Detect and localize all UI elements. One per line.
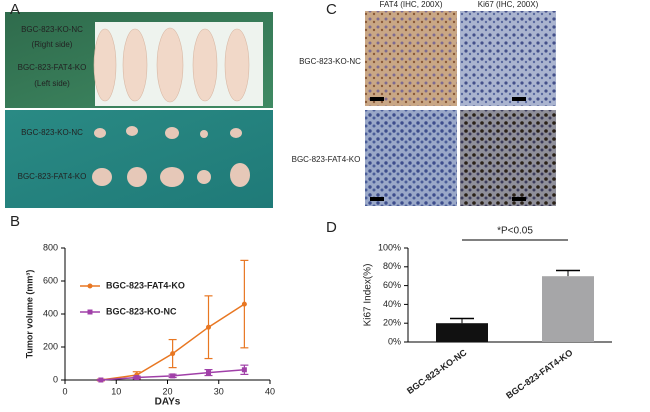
row-label: BGC-823-KO-NC [299,57,361,66]
bar-chart: 0% 20% 40% 60% 80% 100% Ki67 Index(%) BGC-823-K… [363,226,612,401]
y-tick-label: 200 [43,341,58,351]
column-header: FAT4 (IHC, 200X) [380,0,443,9]
ihc-images [365,11,556,206]
point [241,301,247,307]
x-axis-label: DAYs [155,397,181,408]
y-axis-label: Ki67 Index(%) [363,264,374,327]
y-tick-label: 80% [383,261,401,271]
column-header: Ki67 (IHC, 200X) [478,0,539,9]
y-tick-label: 100% [378,242,401,252]
point [170,373,176,379]
bar [542,276,594,342]
photo-label: BGC-823-KO-NC [21,25,83,34]
annotation: *P<0.05 [497,226,533,237]
panel-letter: A [10,1,20,18]
line-chart: 0 200 400 600 800 0 10 20 30 40 DAYs Tumor volume (… [24,242,275,407]
y-tick-label: 0% [388,336,401,346]
legend-label: BGC-823-FAT4-KO [106,280,185,290]
y-tick-label: 400 [43,308,58,318]
legend-marker [87,309,93,315]
point [206,370,211,376]
row-label: BGC-823-FAT4-KO [292,155,361,164]
y-axis-label: Tumor volume (mm³) [24,270,34,359]
point [134,375,140,381]
photo-label: BGC-823-FAT4-KO [18,63,87,72]
panel-letter: C [326,1,337,18]
x-tick-label: 30 [214,386,224,396]
y-tick-label: 60% [383,280,401,290]
point [241,367,247,373]
x-tick-label: BGC-823-FAT4-KO [504,347,574,400]
y-tick-label: 0 [53,374,58,384]
y-tick-label: 800 [43,242,58,252]
x-tick-label: 20 [162,386,172,396]
photo-labels: BGC-823-KO-NC (Right side) BGC-823-FAT4-… [18,25,87,181]
photo-label: BGC-823-FAT4-KO [18,172,87,181]
panel-letter: D [326,219,337,236]
photo-label: BGC-823-KO-NC [21,128,83,137]
x-tick-label: 40 [265,386,275,396]
photo-label: (Right side) [32,40,73,49]
y-tick-label: 20% [383,318,401,328]
point [206,324,211,330]
x-tick-label: BGC-823-KO-NC [405,347,469,396]
point [170,351,176,357]
point [98,377,104,383]
x-tick-label: 0 [62,386,67,396]
x-tick-label: 10 [111,386,121,396]
panel-letter: B [10,213,20,230]
legend-marker [87,283,93,289]
legend-label: BGC-823-KO-NC [106,306,177,316]
photo-a [5,12,273,208]
y-tick-label: 40% [383,299,401,309]
photo-label: (Left side) [34,79,70,88]
bar [436,323,488,342]
y-tick-label: 600 [43,275,58,285]
